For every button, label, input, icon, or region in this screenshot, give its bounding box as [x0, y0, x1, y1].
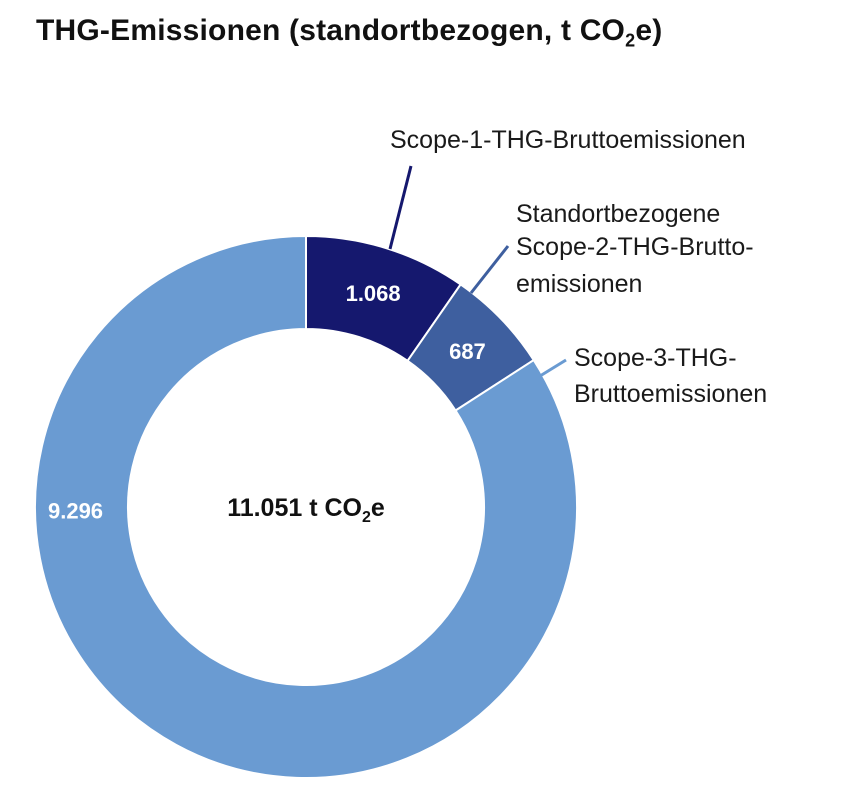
- slice-value-label: 1.068: [346, 281, 401, 306]
- center-total-label: 11.051 t CO2e: [227, 494, 385, 526]
- chart-title: THG-Emissionen (standortbezogen, t CO2e): [36, 14, 663, 51]
- slice-value-label: 9.296: [48, 498, 103, 523]
- leader-line: [388, 165, 413, 250]
- slice-category-label: Standortbezogene: [516, 200, 720, 228]
- slice-category-label: Scope-3-THG-: [574, 344, 737, 372]
- leader-lines: [388, 165, 567, 378]
- slice-labels: 1.068 Scope-1-THG-Bruttoemissionen 687 Stan…: [48, 126, 767, 523]
- slice-category-label: emissionen: [516, 270, 642, 298]
- leader-line: [539, 358, 567, 378]
- slice-category-label: Bruttoemissionen: [574, 380, 767, 408]
- slice-category-label: Scope-2-THG-Brutto-: [516, 233, 754, 261]
- slice-value-label: 687: [449, 339, 486, 364]
- slice-category-label: Scope-1-THG-Bruttoemissionen: [390, 126, 746, 154]
- slice-scope-3-thg-bruttoemissionen: [34, 234, 578, 779]
- leader-line: [469, 245, 510, 294]
- donut-slices: [34, 234, 578, 779]
